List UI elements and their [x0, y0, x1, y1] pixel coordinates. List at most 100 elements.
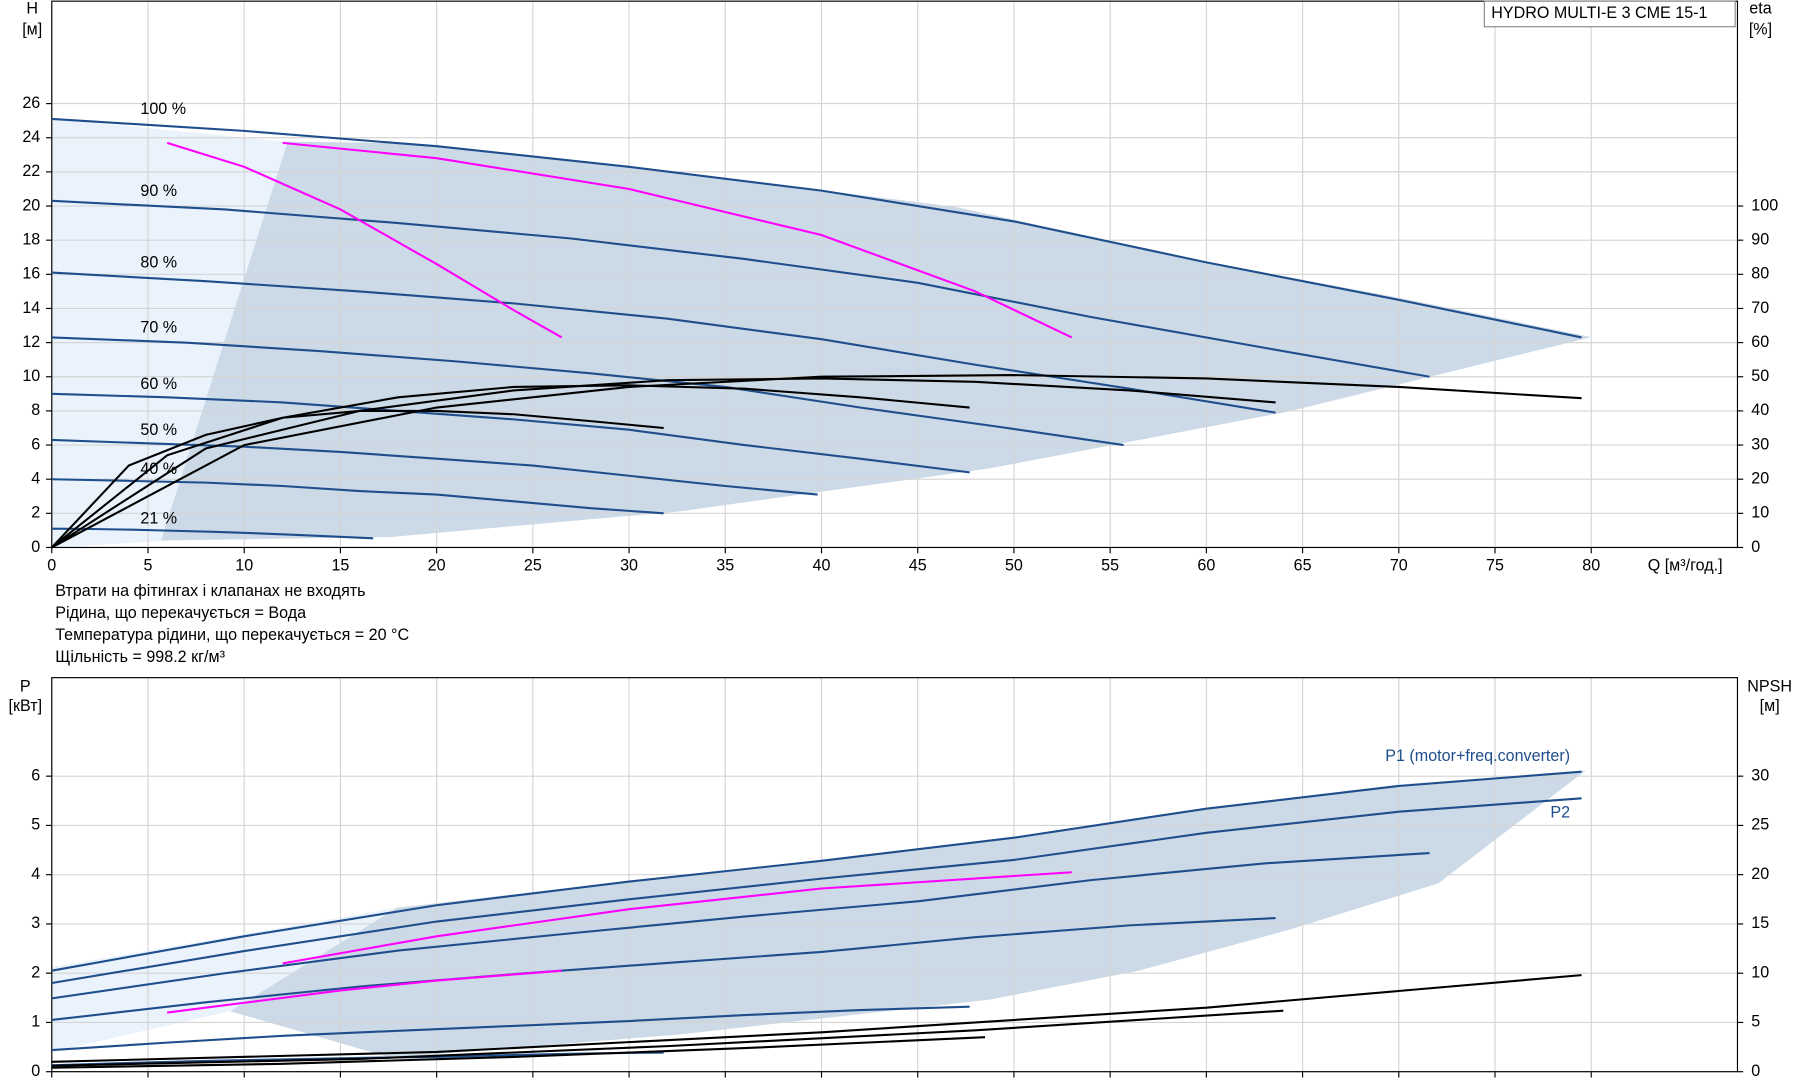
title-box — [1483, 0, 1736, 28]
y2-tick-label: 80 — [1751, 265, 1769, 283]
x-tick-label: 15 — [331, 556, 349, 574]
x-tick-label: 5 — [144, 556, 153, 574]
y2-tick-label: 100 — [1751, 196, 1778, 214]
y-tick-label: 5 — [31, 816, 40, 834]
y2-tick-label: 10 — [1751, 963, 1769, 981]
note: Рідина, що перекачується = Вода — [55, 604, 306, 622]
y2-unit: [%] — [1749, 20, 1772, 38]
y2-tick-label: 25 — [1751, 816, 1769, 834]
curve — [51, 852, 1430, 1000]
curve-label: 80 % — [140, 254, 177, 272]
y2-tick-label: 60 — [1751, 333, 1769, 351]
curve — [51, 374, 1582, 549]
x-tick-label: 20 — [428, 556, 446, 574]
x-tick-label: 35 — [716, 556, 734, 574]
chart-title: HYDRO MULTI-E 3 CME 15-1 — [1491, 4, 1707, 22]
curve — [282, 871, 1072, 965]
curve — [51, 1036, 986, 1069]
y-label: H — [26, 0, 38, 18]
y-unit: [кВт] — [9, 697, 43, 715]
y-tick-label: 10 — [22, 367, 40, 385]
x-tick-label: 75 — [1486, 556, 1504, 574]
y-tick-label: 8 — [31, 401, 40, 419]
x-tick-label: 70 — [1390, 556, 1408, 574]
y2-tick-label: 30 — [1751, 435, 1769, 453]
y2-tick-label: 0 — [1751, 1062, 1760, 1080]
curve-label: 70 % — [140, 318, 177, 336]
y2-tick-label: 10 — [1751, 504, 1769, 522]
y-tick-label: 4 — [31, 865, 40, 883]
y-label: P — [20, 677, 31, 695]
y-tick-label: 18 — [22, 230, 40, 248]
x-label: Q [м³/год.] — [1648, 556, 1723, 574]
curve — [51, 117, 1582, 339]
x-tick-label: 0 — [47, 556, 56, 574]
x-tick-label: 40 — [813, 556, 831, 574]
curve — [51, 392, 970, 474]
curve-label: 21 % — [140, 510, 177, 528]
curve — [166, 141, 563, 339]
curve — [51, 409, 664, 549]
area-light — [51, 118, 288, 548]
operating-area — [230, 770, 1586, 1058]
curve — [51, 377, 1276, 549]
y-tick-label: 3 — [31, 914, 40, 932]
x-tick-label: 65 — [1294, 556, 1312, 574]
note: Температура рідини, що перекачується = 2… — [55, 626, 409, 644]
y2-unit: [м] — [1760, 697, 1780, 715]
curve — [51, 199, 1430, 378]
curve — [282, 141, 1073, 339]
y-tick-label: 1 — [31, 1013, 40, 1031]
area-light — [51, 907, 397, 1052]
curve — [51, 1009, 1284, 1067]
x-tick-label: 80 — [1582, 556, 1600, 574]
curve — [51, 1005, 970, 1052]
plot-frame — [51, 0, 1739, 549]
x-tick-label: 60 — [1197, 556, 1215, 574]
x-tick-label: 45 — [909, 556, 927, 574]
y2-tick-label: 5 — [1751, 1013, 1760, 1031]
curve — [51, 527, 374, 540]
y-tick-label: 14 — [22, 299, 40, 317]
x-tick-label: 10 — [235, 556, 253, 574]
note: Щільність = 998.2 кг/м³ — [55, 648, 225, 666]
y-tick-label: 0 — [31, 1062, 40, 1080]
operating-area — [161, 141, 1592, 541]
curve-label: 90 % — [140, 182, 177, 200]
curve — [51, 384, 970, 549]
curve — [167, 969, 562, 1014]
x-tick-label: 30 — [620, 556, 638, 574]
curve-label: 60 % — [140, 375, 177, 393]
curve — [51, 916, 1276, 1022]
y-tick-label: 16 — [22, 265, 40, 283]
y2-tick-label: 90 — [1751, 230, 1769, 248]
curve — [51, 271, 1276, 414]
y2-tick-label: 20 — [1751, 469, 1769, 487]
y-tick-label: 2 — [31, 963, 40, 981]
curve — [51, 336, 1124, 447]
y2-label: eta — [1749, 0, 1771, 18]
y2-tick-label: 50 — [1751, 367, 1769, 385]
y-tick-label: 26 — [22, 94, 40, 112]
y-unit: [м] — [22, 20, 42, 38]
curve-label: 50 % — [140, 421, 177, 439]
y-tick-label: 24 — [22, 128, 40, 146]
y2-tick-label: 30 — [1751, 766, 1769, 784]
curve-label: 100 % — [140, 100, 186, 118]
x-tick-label: 25 — [524, 556, 542, 574]
y-tick-label: 22 — [22, 162, 40, 180]
y-tick-label: 6 — [31, 766, 40, 784]
note: Втрати на фітингах і клапанах не входять — [55, 582, 365, 600]
curve — [51, 974, 1582, 1063]
y-tick-label: 20 — [22, 196, 40, 214]
curve — [51, 770, 1582, 972]
y2-tick-label: 40 — [1751, 401, 1769, 419]
plot-frame — [51, 677, 1739, 1073]
y-tick-label: 4 — [31, 469, 40, 487]
y-tick-label: 6 — [31, 435, 40, 453]
y-tick-label: 2 — [31, 504, 40, 522]
y2-label: NPSH — [1747, 677, 1792, 695]
y2-tick-label: 15 — [1751, 914, 1769, 932]
y2-tick-label: 20 — [1751, 865, 1769, 883]
